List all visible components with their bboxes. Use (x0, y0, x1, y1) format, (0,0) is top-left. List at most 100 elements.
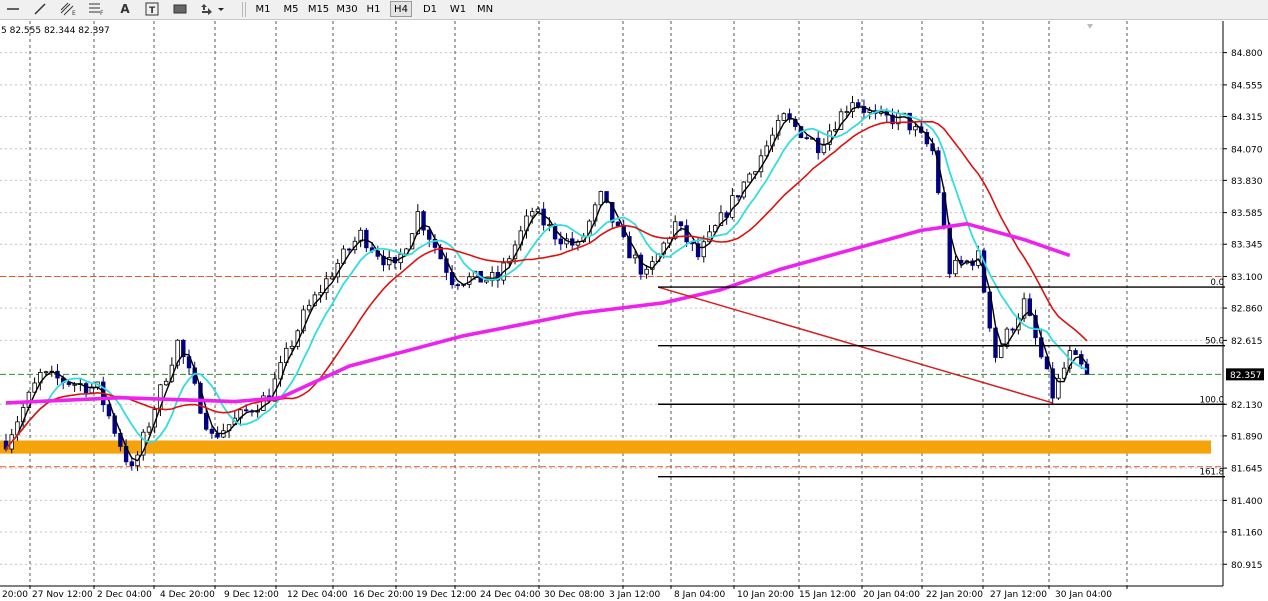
horizontal-line-button[interactable] (3, 1, 23, 17)
candle-body (678, 221, 684, 227)
candle-body (890, 114, 895, 125)
candle-body (83, 383, 89, 394)
x-tick-label: 27 Jan 12:00 (990, 590, 1047, 600)
candle-body (364, 229, 369, 249)
price-chart[interactable]: 0.0 50.0 100.0 161.8 84.800 84.555 84.315 84.0… (0, 20, 1268, 601)
arrows-dropdown-icon (201, 4, 224, 15)
text-label-button[interactable]: T (142, 1, 162, 17)
candle-body (530, 211, 535, 217)
fibonacci-level-label: 100.0 (1200, 395, 1224, 405)
x-tick-label: 10 Jan 20:00 (737, 590, 794, 600)
x-tick-label: 20:00 (2, 590, 28, 600)
candle-body (43, 371, 49, 374)
candle-body (1061, 367, 1067, 379)
timeframe-button-m15[interactable]: M15 (307, 4, 330, 15)
y-tick-label: 80.915 (1231, 561, 1263, 571)
timeframe-button-w1[interactable]: W1 (449, 4, 467, 15)
chart-grid (0, 21, 1222, 586)
timeframe-button-m30[interactable]: M30 (336, 4, 358, 15)
candle-body (181, 339, 186, 358)
candle-body (953, 259, 958, 275)
fibonacci-level-label: 0.0 (1210, 278, 1224, 288)
chevron-down-icon (218, 8, 224, 11)
candle-body (781, 113, 787, 121)
candle-body (856, 102, 861, 107)
candle-body (913, 126, 918, 131)
text-label-icon: T (145, 2, 159, 16)
chart-axes: 84.800 84.555 84.315 84.070 83.830 83.585 83.3… (0, 21, 1264, 600)
candle-body (455, 284, 461, 287)
y-tick-label: 82.860 (1231, 305, 1263, 315)
candle-body (289, 345, 295, 349)
candle-body (598, 191, 604, 206)
timeframe-button-h1[interactable]: H1 (366, 4, 381, 15)
candle-body (175, 339, 180, 366)
trendline-button[interactable] (30, 1, 50, 17)
candle-body (804, 137, 809, 140)
y-tick-label: 83.585 (1231, 209, 1263, 219)
candle-body (32, 382, 37, 393)
text-tool-icon: A (120, 2, 130, 16)
candle-body (833, 129, 838, 132)
y-tick-label: 81.645 (1231, 465, 1263, 475)
candle-body (535, 208, 541, 213)
candle-body (993, 327, 998, 358)
fibonacci-retracement-button[interactable]: F (86, 1, 108, 17)
x-tick-label: 9 Dec 12:00 (224, 590, 279, 600)
timeframe-button-m1[interactable]: M1 (255, 4, 271, 15)
candle-body (272, 378, 278, 402)
x-tick-label: 15 Jan 12:00 (799, 590, 856, 600)
candle-body (850, 102, 855, 112)
candle-body (163, 380, 169, 386)
fibonacci-level-label: 50.0 (1205, 337, 1224, 347)
candle-body (844, 111, 849, 113)
y-tick-label: 82.615 (1231, 337, 1263, 347)
candle-body (747, 173, 752, 183)
candle-body (1021, 298, 1027, 319)
candle-body (735, 195, 741, 198)
x-tick-label: 8 Jan 04:00 (674, 590, 726, 600)
candle-body (329, 276, 335, 280)
x-tick-label: 12 Dec 04:00 (287, 590, 348, 600)
text-tool-button[interactable]: A (115, 1, 135, 17)
text-label-glyph: T (149, 6, 156, 16)
y-tick-label: 84.070 (1231, 145, 1263, 155)
candle-body (610, 201, 615, 223)
candle-body (421, 211, 426, 231)
candle-body (1073, 350, 1078, 355)
candle-body (324, 278, 329, 294)
candle-body (261, 395, 266, 411)
candle-body (484, 280, 489, 283)
candle-body (1033, 315, 1038, 339)
equidistant-channel-button[interactable]: E (58, 1, 80, 17)
arrows-dropdown-button[interactable] (198, 1, 228, 17)
y-tick-label: 83.100 (1231, 273, 1263, 283)
chart-shift-marker[interactable] (1087, 24, 1093, 29)
timeframe-button-d1[interactable]: D1 (422, 4, 438, 15)
timeframe-button-m5[interactable]: M5 (283, 4, 299, 15)
timeframe-button-h4[interactable]: H4 (390, 1, 412, 17)
chart-zones (0, 276, 1222, 468)
ohlc-readout: 5 82.555 82.344 82.397 (1, 26, 110, 36)
support-zone[interactable] (0, 440, 1211, 454)
chart-drawings[interactable]: 0.0 50.0 100.0 161.8 (657, 278, 1225, 478)
current-price-badge (1226, 368, 1264, 381)
fibonacci-badge: F (100, 10, 104, 16)
candle-body (924, 132, 930, 145)
rectangle-button[interactable] (170, 1, 190, 17)
candle-body (615, 221, 621, 227)
x-tick-label: 19 Dec 12:00 (416, 590, 477, 600)
candle-body (306, 304, 312, 311)
timeframe-button-mn[interactable]: MN (476, 4, 494, 15)
candle-body (146, 426, 152, 433)
candle-body (999, 346, 1004, 358)
candle-body (415, 211, 421, 235)
candle-body (730, 195, 735, 218)
y-tick-label: 83.830 (1231, 177, 1263, 187)
candle-body (627, 236, 632, 259)
candle-body (867, 110, 872, 113)
candle-body (644, 268, 649, 275)
y-tick-label: 81.160 (1231, 529, 1263, 539)
candle-body (1027, 298, 1033, 316)
moving-average-line-0 (5, 106, 1088, 462)
